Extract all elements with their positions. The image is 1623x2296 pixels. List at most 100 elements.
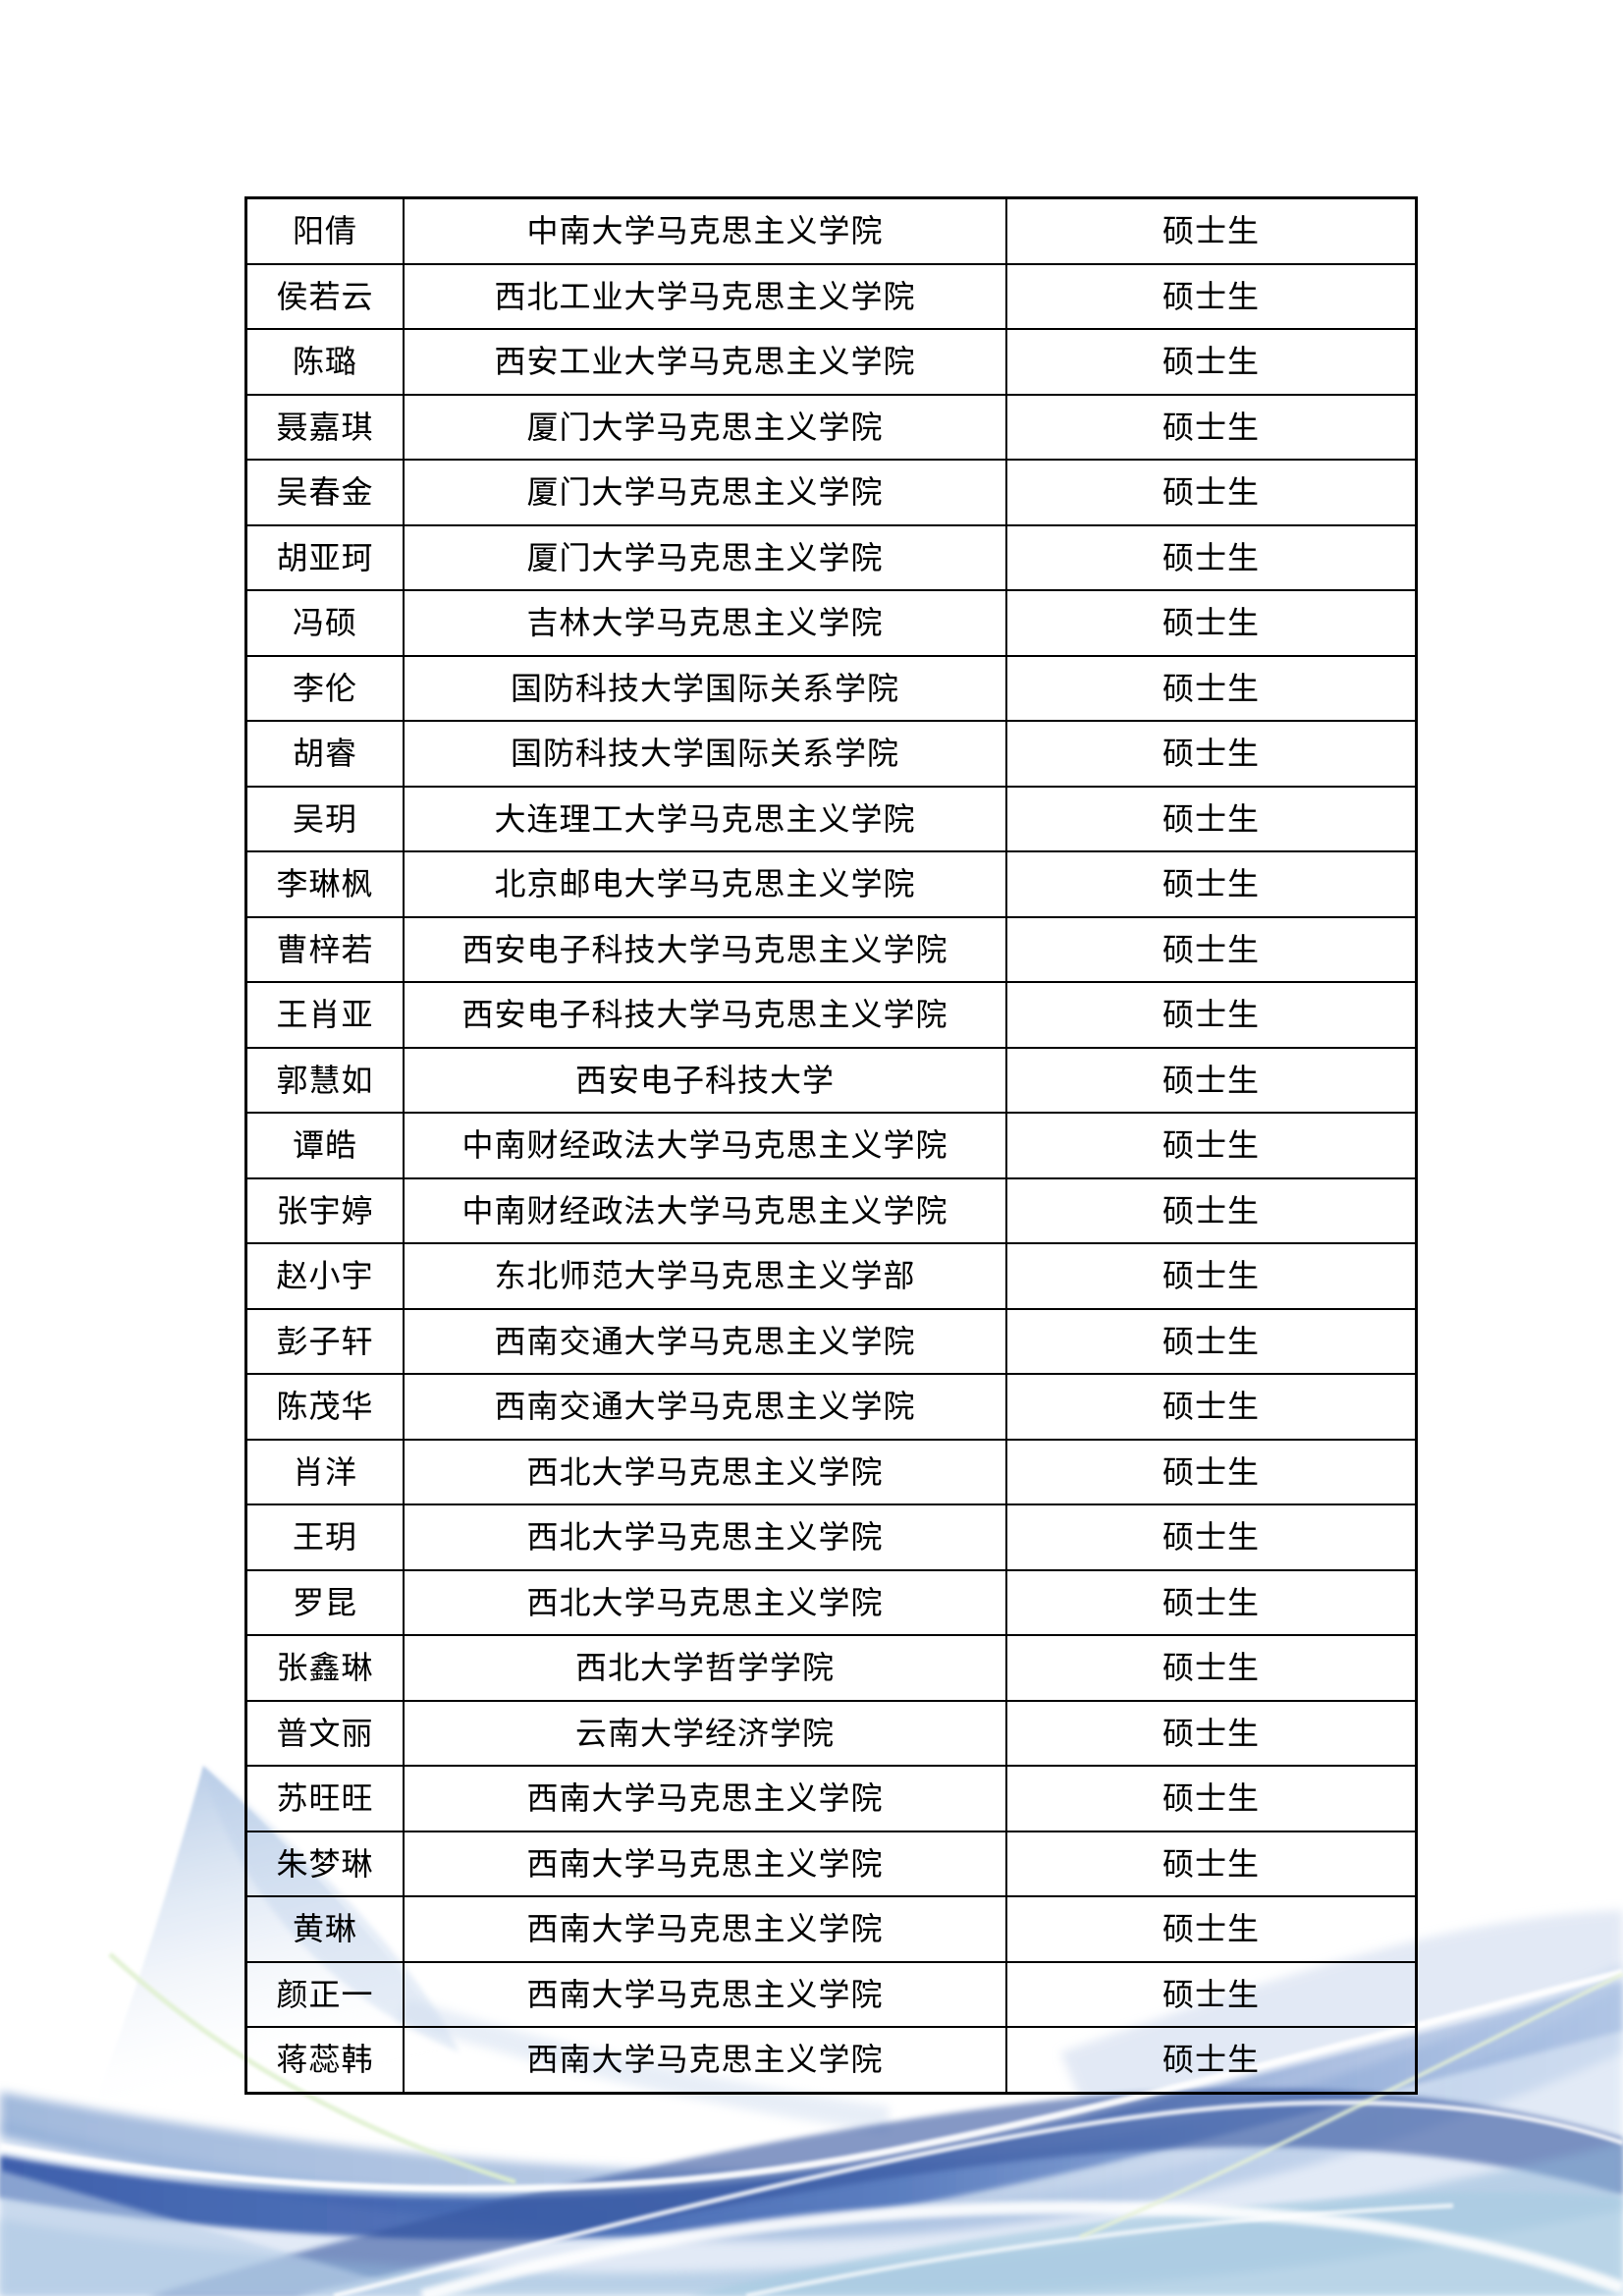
degree-cell: 硕士生: [1005, 262, 1418, 330]
degree-cell: 硕士生: [1005, 1373, 1418, 1441]
name-cell: 蒋蕊韩: [244, 2026, 405, 2094]
institution-cell: 西南大学马克思主义学院: [403, 1960, 1007, 2028]
table-row: 李伦 国防科技大学国际关系学院 硕士生: [244, 654, 1418, 722]
name-cell: 肖洋: [244, 1438, 405, 1505]
institution-cell: 西北大学马克思主义学院: [403, 1438, 1007, 1505]
degree-cell: 硕士生: [1005, 1765, 1418, 1832]
name-cell: 陈茂华: [244, 1373, 405, 1441]
degree-cell: 硕士生: [1005, 850, 1418, 918]
table-row: 李琳枫 北京邮电大学马克思主义学院 硕士生: [244, 850, 1418, 918]
table-row: 肖洋 西北大学马克思主义学院 硕士生: [244, 1438, 1418, 1505]
institution-cell: 西南大学马克思主义学院: [403, 1830, 1007, 1897]
degree-cell: 硕士生: [1005, 1438, 1418, 1505]
name-cell: 王肖亚: [244, 981, 405, 1049]
institution-cell: 西南交通大学马克思主义学院: [403, 1373, 1007, 1441]
roster-body: 阳倩 中南大学马克思主义学院 硕士生 侯若云 西北工业大学马克思主义学院 硕士生 陈璐 西安工…: [244, 196, 1418, 2094]
institution-cell: 西安电子科技大学马克思主义学院: [403, 981, 1007, 1049]
name-cell: 朱梦琳: [244, 1830, 405, 1897]
wave-highlight-fan: [745, 2203, 1454, 2296]
name-cell: 陈璐: [244, 328, 405, 396]
name-cell: 张鑫琳: [244, 1634, 405, 1702]
name-cell: 曹梓若: [244, 915, 405, 983]
table-row: 颜正一 西南大学马克思主义学院 硕士生: [244, 1960, 1418, 2028]
institution-cell: 东北师范大学马克思主义学部: [403, 1242, 1007, 1310]
wave-crossing-band: [147, 2088, 1623, 2296]
institution-cell: 吉林大学马克思主义学院: [403, 589, 1007, 657]
name-cell: 吴春金: [244, 459, 405, 526]
degree-cell: 硕士生: [1005, 459, 1418, 526]
name-cell: 罗昆: [244, 1568, 405, 1636]
name-cell: 阳倩: [244, 196, 405, 265]
table-row: 侯若云 西北工业大学马克思主义学院 硕士生: [244, 262, 1418, 330]
degree-cell: 硕士生: [1005, 1895, 1418, 1963]
degree-cell: 硕士生: [1005, 1830, 1418, 1897]
degree-cell: 硕士生: [1005, 1503, 1418, 1571]
degree-cell: 硕士生: [1005, 1960, 1418, 2028]
degree-cell: 硕士生: [1005, 1112, 1418, 1179]
table-row: 张宇婷 中南财经政法大学马克思主义学院 硕士生: [244, 1176, 1418, 1244]
table-row: 聂嘉琪 厦门大学马克思主义学院 硕士生: [244, 393, 1418, 461]
degree-cell: 硕士生: [1005, 1568, 1418, 1636]
table-row: 胡亚珂 厦门大学马克思主义学院 硕士生: [244, 523, 1418, 591]
institution-cell: 西北工业大学马克思主义学院: [403, 262, 1007, 330]
table-row: 罗昆 西北大学马克思主义学院 硕士生: [244, 1568, 1418, 1636]
table-row: 冯硕 吉林大学马克思主义学院 硕士生: [244, 589, 1418, 657]
table-row: 黄琳 西南大学马克思主义学院 硕士生: [244, 1895, 1418, 1963]
institution-cell: 西安电子科技大学马克思主义学院: [403, 915, 1007, 983]
degree-cell: 硕士生: [1005, 1307, 1418, 1375]
name-cell: 侯若云: [244, 262, 405, 330]
degree-cell: 硕士生: [1005, 654, 1418, 722]
name-cell: 张宇婷: [244, 1176, 405, 1244]
institution-cell: 西北大学哲学学院: [403, 1634, 1007, 1702]
institution-cell: 中南财经政法大学马克思主义学院: [403, 1112, 1007, 1179]
degree-cell: 硕士生: [1005, 1634, 1418, 1702]
table-row: 谭皓 中南财经政法大学马克思主义学院 硕士生: [244, 1112, 1418, 1179]
institution-cell: 西北大学马克思主义学院: [403, 1568, 1007, 1636]
institution-cell: 云南大学经济学院: [403, 1699, 1007, 1767]
table-row: 彭子轩 西南交通大学马克思主义学院 硕士生: [244, 1307, 1418, 1375]
institution-cell: 西安电子科技大学: [403, 1046, 1007, 1114]
name-cell: 胡睿: [244, 720, 405, 788]
degree-cell: 硕士生: [1005, 393, 1418, 461]
wave-highlight-arc: [420, 2201, 1623, 2296]
institution-cell: 北京邮电大学马克思主义学院: [403, 850, 1007, 918]
name-cell: 彭子轩: [244, 1307, 405, 1375]
table-row: 王肖亚 西安电子科技大学马克思主义学院 硕士生: [244, 981, 1418, 1049]
table-row: 吴春金 厦门大学马克思主义学院 硕士生: [244, 459, 1418, 526]
table-row: 苏旺旺 西南大学马克思主义学院 硕士生: [244, 1765, 1418, 1832]
institution-cell: 厦门大学马克思主义学院: [403, 459, 1007, 526]
institution-cell: 国防科技大学国际关系学院: [403, 720, 1007, 788]
wave-mid-band: [0, 1964, 1623, 2241]
degree-cell: 硕士生: [1005, 1046, 1418, 1114]
institution-cell: 厦门大学马克思主义学院: [403, 523, 1007, 591]
table-row: 吴玥 大连理工大学马克思主义学院 硕士生: [244, 785, 1418, 852]
institution-cell: 厦门大学马克思主义学院: [403, 393, 1007, 461]
name-cell: 冯硕: [244, 589, 405, 657]
degree-cell: 硕士生: [1005, 523, 1418, 591]
degree-cell: 硕士生: [1005, 981, 1418, 1049]
wave-bottom-right-fan: [687, 2192, 1623, 2296]
institution-cell: 中南财经政法大学马克思主义学院: [403, 1176, 1007, 1244]
institution-cell: 西北大学马克思主义学院: [403, 1503, 1007, 1571]
institution-cell: 西安工业大学马克思主义学院: [403, 328, 1007, 396]
institution-cell: 中南大学马克思主义学院: [403, 196, 1007, 265]
name-cell: 聂嘉琪: [244, 393, 405, 461]
name-cell: 颜正一: [244, 1960, 405, 2028]
institution-cell: 西南交通大学马克思主义学院: [403, 1307, 1007, 1375]
name-cell: 李伦: [244, 654, 405, 722]
degree-cell: 硕士生: [1005, 1176, 1418, 1244]
degree-cell: 硕士生: [1005, 720, 1418, 788]
institution-cell: 西南大学马克思主义学院: [403, 1765, 1007, 1832]
degree-cell: 硕士生: [1005, 915, 1418, 983]
institution-cell: 大连理工大学马克思主义学院: [403, 785, 1007, 852]
table-row: 阳倩 中南大学马克思主义学院 硕士生: [244, 196, 1418, 265]
table-row: 王玥 西北大学马克思主义学院 硕士生: [244, 1503, 1418, 1571]
name-cell: 郭慧如: [244, 1046, 405, 1114]
table-row: 赵小宇 东北师范大学马克思主义学部 硕士生: [244, 1242, 1418, 1310]
table-row: 郭慧如 西安电子科技大学 硕士生: [244, 1046, 1418, 1114]
table-row: 胡睿 国防科技大学国际关系学院 硕士生: [244, 720, 1418, 788]
wave-highlight-cross: [333, 2100, 1623, 2296]
wave-green-line-right: [1079, 1972, 1623, 2239]
name-cell: 普文丽: [244, 1699, 405, 1767]
